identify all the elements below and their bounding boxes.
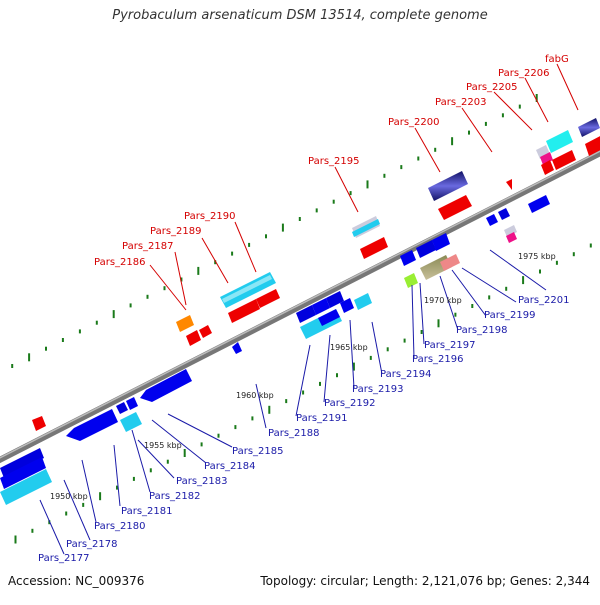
label-Pars_2187: Pars_2187 xyxy=(122,241,173,252)
label-Pars_2203: Pars_2203 xyxy=(435,97,486,108)
gene-reverse-2185[interactable] xyxy=(140,369,192,402)
gene-reverse-2191[interactable] xyxy=(296,291,344,323)
label-Pars_2206: Pars_2206 xyxy=(498,68,549,79)
label-Pars_2184: Pars_2184 xyxy=(204,461,255,472)
map-title: Pyrobaculum arsenaticum DSM 13514, compl… xyxy=(112,8,488,23)
label-Pars_2185: Pars_2185 xyxy=(232,446,283,457)
accession-text: Accession: NC_009376 xyxy=(8,574,145,588)
kbp-label-1975: 1975 kbp xyxy=(518,252,556,261)
leader-lines-reverse xyxy=(39,249,547,555)
kbp-label-1965: 1965 kbp xyxy=(330,343,368,352)
kbp-label-1950: 1950 kbp xyxy=(50,492,88,501)
gene-reverse-2183[interactable] xyxy=(120,412,142,432)
gene-forward-fabG[interactable] xyxy=(578,118,600,156)
gene-reverse-2177[interactable] xyxy=(0,448,46,489)
label-Pars_2199: Pars_2199 xyxy=(484,310,535,321)
label-Pars_2182: Pars_2182 xyxy=(149,491,200,502)
label-Pars_2194: Pars_2194 xyxy=(380,369,431,380)
gene-reverse-2182[interactable] xyxy=(116,397,138,414)
gene-reverse-2194[interactable] xyxy=(400,233,450,266)
gene-forward-2190[interactable] xyxy=(220,272,276,308)
labels-forward: Pars_2186 Pars_2187 Pars_2189 Pars_2190 … xyxy=(94,54,569,268)
gene-forward-2186[interactable] xyxy=(176,315,194,332)
gene-reverse-2181[interactable] xyxy=(66,409,118,441)
label-Pars_2201: Pars_2201 xyxy=(518,295,569,306)
label-Pars_2183: Pars_2183 xyxy=(176,476,227,487)
label-Pars_2191: Pars_2191 xyxy=(296,413,347,424)
gene-forward-left[interactable] xyxy=(32,416,46,431)
labels-reverse: Pars_2177 Pars_2178 Pars_2180 Pars_2181 … xyxy=(38,295,569,564)
label-Pars_2180: Pars_2180 xyxy=(94,521,145,532)
kbp-label-1970: 1970 kbp xyxy=(424,296,462,305)
gene-reverse-2201[interactable] xyxy=(504,195,550,243)
kbp-labels: 1950 kbp 1955 kbp 1960 kbp 1965 kbp 1970… xyxy=(50,252,556,501)
gene-forward-2187[interactable] xyxy=(186,325,212,346)
label-Pars_2198: Pars_2198 xyxy=(456,325,507,336)
gene-forward-2205[interactable] xyxy=(536,145,554,175)
label-Pars_2196: Pars_2196 xyxy=(412,354,463,365)
leader-lines-forward xyxy=(149,63,579,311)
gene-reverse-2197[interactable] xyxy=(420,254,460,280)
backbone xyxy=(0,149,600,464)
kbp-label-1955: 1955 kbp xyxy=(144,441,182,450)
label-Pars_2195: Pars_2195 xyxy=(308,156,359,167)
gene-forward-2195[interactable] xyxy=(352,216,388,259)
gene-reverse-2199[interactable] xyxy=(486,208,510,226)
gene-forward-2200[interactable] xyxy=(428,171,472,220)
label-Pars_2188: Pars_2188 xyxy=(268,428,319,439)
label-Pars_2177: Pars_2177 xyxy=(38,553,89,564)
label-fabG: fabG xyxy=(545,54,569,65)
label-Pars_2190: Pars_2190 xyxy=(184,211,235,222)
label-Pars_2192: Pars_2192 xyxy=(324,398,375,409)
gene-reverse-2188[interactable] xyxy=(232,342,242,354)
label-Pars_2189: Pars_2189 xyxy=(150,226,201,237)
gene-reverse-2193[interactable] xyxy=(340,293,372,313)
gene-reverse-2196[interactable] xyxy=(404,273,418,288)
gene-reverse-2178[interactable] xyxy=(0,469,52,505)
gene-forward-2203[interactable] xyxy=(506,179,512,190)
gene-forward-2206[interactable] xyxy=(546,130,576,170)
label-Pars_2205: Pars_2205 xyxy=(466,82,517,93)
label-Pars_2186: Pars_2186 xyxy=(94,257,145,268)
gene-forward-2189[interactable] xyxy=(228,289,280,323)
topology-text: Topology: circular; Length: 2,121,076 bp… xyxy=(260,574,590,588)
label-Pars_2178: Pars_2178 xyxy=(66,539,117,550)
label-Pars_2197: Pars_2197 xyxy=(424,340,475,351)
label-Pars_2193: Pars_2193 xyxy=(352,384,403,395)
kbp-label-1960: 1960 kbp xyxy=(236,391,274,400)
label-Pars_2200: Pars_2200 xyxy=(388,117,439,128)
tick-marks xyxy=(11,94,592,544)
gene-reverse-2192[interactable] xyxy=(300,309,342,339)
label-Pars_2181: Pars_2181 xyxy=(121,506,172,517)
